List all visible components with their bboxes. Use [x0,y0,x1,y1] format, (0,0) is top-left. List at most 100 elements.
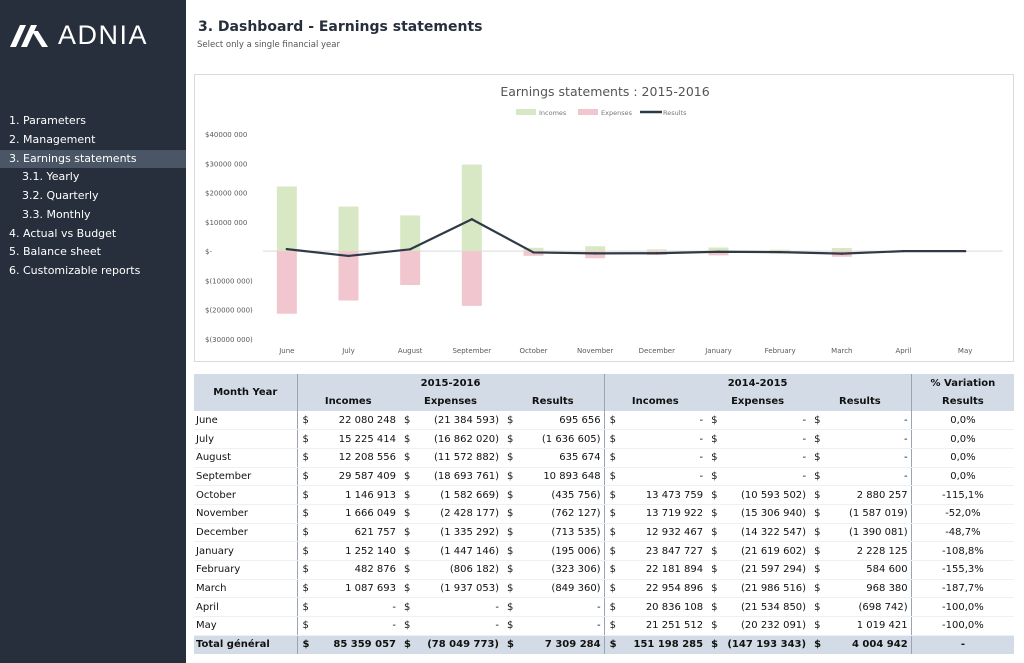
currency-symbol: $ [502,523,516,543]
variation-cell: -155,3% [910,560,1015,580]
brand-logo[interactable]: ADNIA [10,20,148,51]
incomes-bar [708,247,729,252]
row-month-label: January [194,541,297,561]
x-tick-label: December [639,347,675,355]
sidebar-item[interactable]: 1. Parameters [9,114,86,127]
col-header-results: Results [502,392,605,411]
x-tick-label: November [577,347,614,355]
table-cell: (195 006) [516,541,605,561]
expenses-bar [461,251,482,306]
table-row: June $22 080 248 $ (21 384 593) $695 656 $ - $ -… [194,411,1015,431]
y-tick-label: $40000 000 [205,131,247,139]
incomes-bar [400,215,421,252]
table-cell: (18 693 761) [413,467,502,487]
x-tick-label: April [896,347,912,355]
table-cell: 22 080 248 [311,411,399,431]
table-cell: - [823,429,912,449]
page-title: 3. Dashboard - Earnings statements [198,19,483,35]
currency-symbol: $ [706,523,721,543]
sidebar-item[interactable]: 5. Balance sheet [9,245,101,258]
currency-symbol: $ [399,597,413,618]
currency-symbol: $ [809,635,824,654]
currency-symbol: $ [706,504,721,524]
table-cell: - [618,467,707,487]
sidebar-item[interactable]: 2. Management [9,133,96,146]
sidebar-item[interactable]: 3.1. Yearly [22,170,80,183]
currency-symbol: $ [296,448,311,468]
results-point [593,252,597,255]
month-year-header: Month Year [194,374,297,411]
currency-symbol: $ [296,635,311,654]
table-cell: 1 019 421 [823,616,912,636]
expenses-bar [276,251,297,314]
incomes-bar [338,206,359,252]
sidebar-item[interactable]: 4. Actual vs Budget [9,227,117,240]
chart-title: Earnings statements : 2015-2016 [500,84,709,99]
table-cell: (21 619 602) [720,541,810,561]
results-point [717,250,720,253]
incomes-legend-swatch [516,109,536,115]
currency-symbol: $ [399,485,413,505]
table-row: November $1 666 049 $ (2 428 177) $ (762 127)… [194,504,1015,524]
variation-cell: 0,0% [910,448,1015,468]
col-header-variation-results: Results [910,392,1015,411]
table-cell: 151 198 285 [618,635,707,654]
table-row: October $1 146 913 $ (1 582 669) $ (435 756) $… [194,485,1015,505]
variation-cell: -100,0% [910,616,1015,636]
sidebar: ADNIA 1. Parameters 2. Management 3. Earni… [0,0,186,663]
sidebar-item[interactable]: 3.2. Quarterly [22,189,99,202]
table-row: May $ - $ - $ - $21 251 512 $ (20 232 091) $1 019 … [194,616,1015,636]
table-total-row: Total général $85 359 057 $ (78 049 773) $7 … [194,635,1015,654]
table-cell: (806 182) [413,560,502,580]
table-cell: 1 252 140 [311,541,399,561]
table-body: June $22 080 248 $ (21 384 593) $695 656 $ - $ -… [194,411,1015,636]
sidebar-item[interactable]: 3.3. Monthly [22,208,91,221]
currency-symbol: $ [809,616,824,636]
table-row: July $15 225 414 $ (16 862 020) $ (1 636 605)… [194,429,1015,449]
table-row: February $482 876 $ (806 182) $ (323 306) $22 … [194,560,1015,580]
table-cell: (1 335 292) [413,523,502,543]
sidebar-item[interactable]: 6. Customizable reports [9,264,141,277]
currency-symbol: $ [809,579,824,599]
table-cell: 22 181 894 [618,560,707,580]
x-tick-label: August [398,347,423,355]
currency-symbol: $ [296,523,311,543]
table-cell: 584 600 [823,560,912,580]
expenses-bar [400,251,421,286]
table-row: January $1 252 140 $ (1 447 146) $ (195 006) $… [194,541,1015,561]
incomes-bar [646,249,667,252]
currency-symbol: $ [399,467,413,487]
y-tick-label: $20000 000 [205,190,247,198]
currency-symbol: $ [502,616,516,636]
currency-symbol: $ [399,541,413,561]
table-cell: 1 087 693 [311,579,399,599]
currency-symbol: $ [502,485,516,505]
sidebar-item[interactable]: 3. Earnings statements [0,150,186,168]
currency-symbol: $ [706,635,721,654]
row-month-label: December [194,523,297,543]
legend-label: Results [663,109,687,117]
table-cell: - [516,597,605,618]
table-cell: - [823,411,912,431]
currency-symbol: $ [706,597,721,618]
col-header-expenses-prev: Expenses [706,392,810,411]
table-cell: - [311,597,399,618]
currency-symbol: $ [603,411,619,431]
row-month-label: July [194,429,297,449]
table-cell: - [413,616,502,636]
table-cell: 4 004 942 [823,635,912,654]
currency-symbol: $ [399,504,413,524]
table-cell: 20 836 108 [618,597,707,618]
col-header-expenses: Expenses [399,392,502,411]
table-cell: (1 587 019) [823,504,912,524]
table-cell: - [618,411,707,431]
row-month-label: March [194,579,297,599]
table-cell: (21 986 516) [720,579,810,599]
x-tick-label: May [958,347,972,355]
currency-symbol: $ [603,485,619,505]
row-month-label: April [194,597,297,618]
currency-symbol: $ [603,597,619,618]
currency-symbol: $ [296,597,311,618]
table-cell: (78 049 773) [413,635,502,654]
expenses-bar [585,251,606,259]
